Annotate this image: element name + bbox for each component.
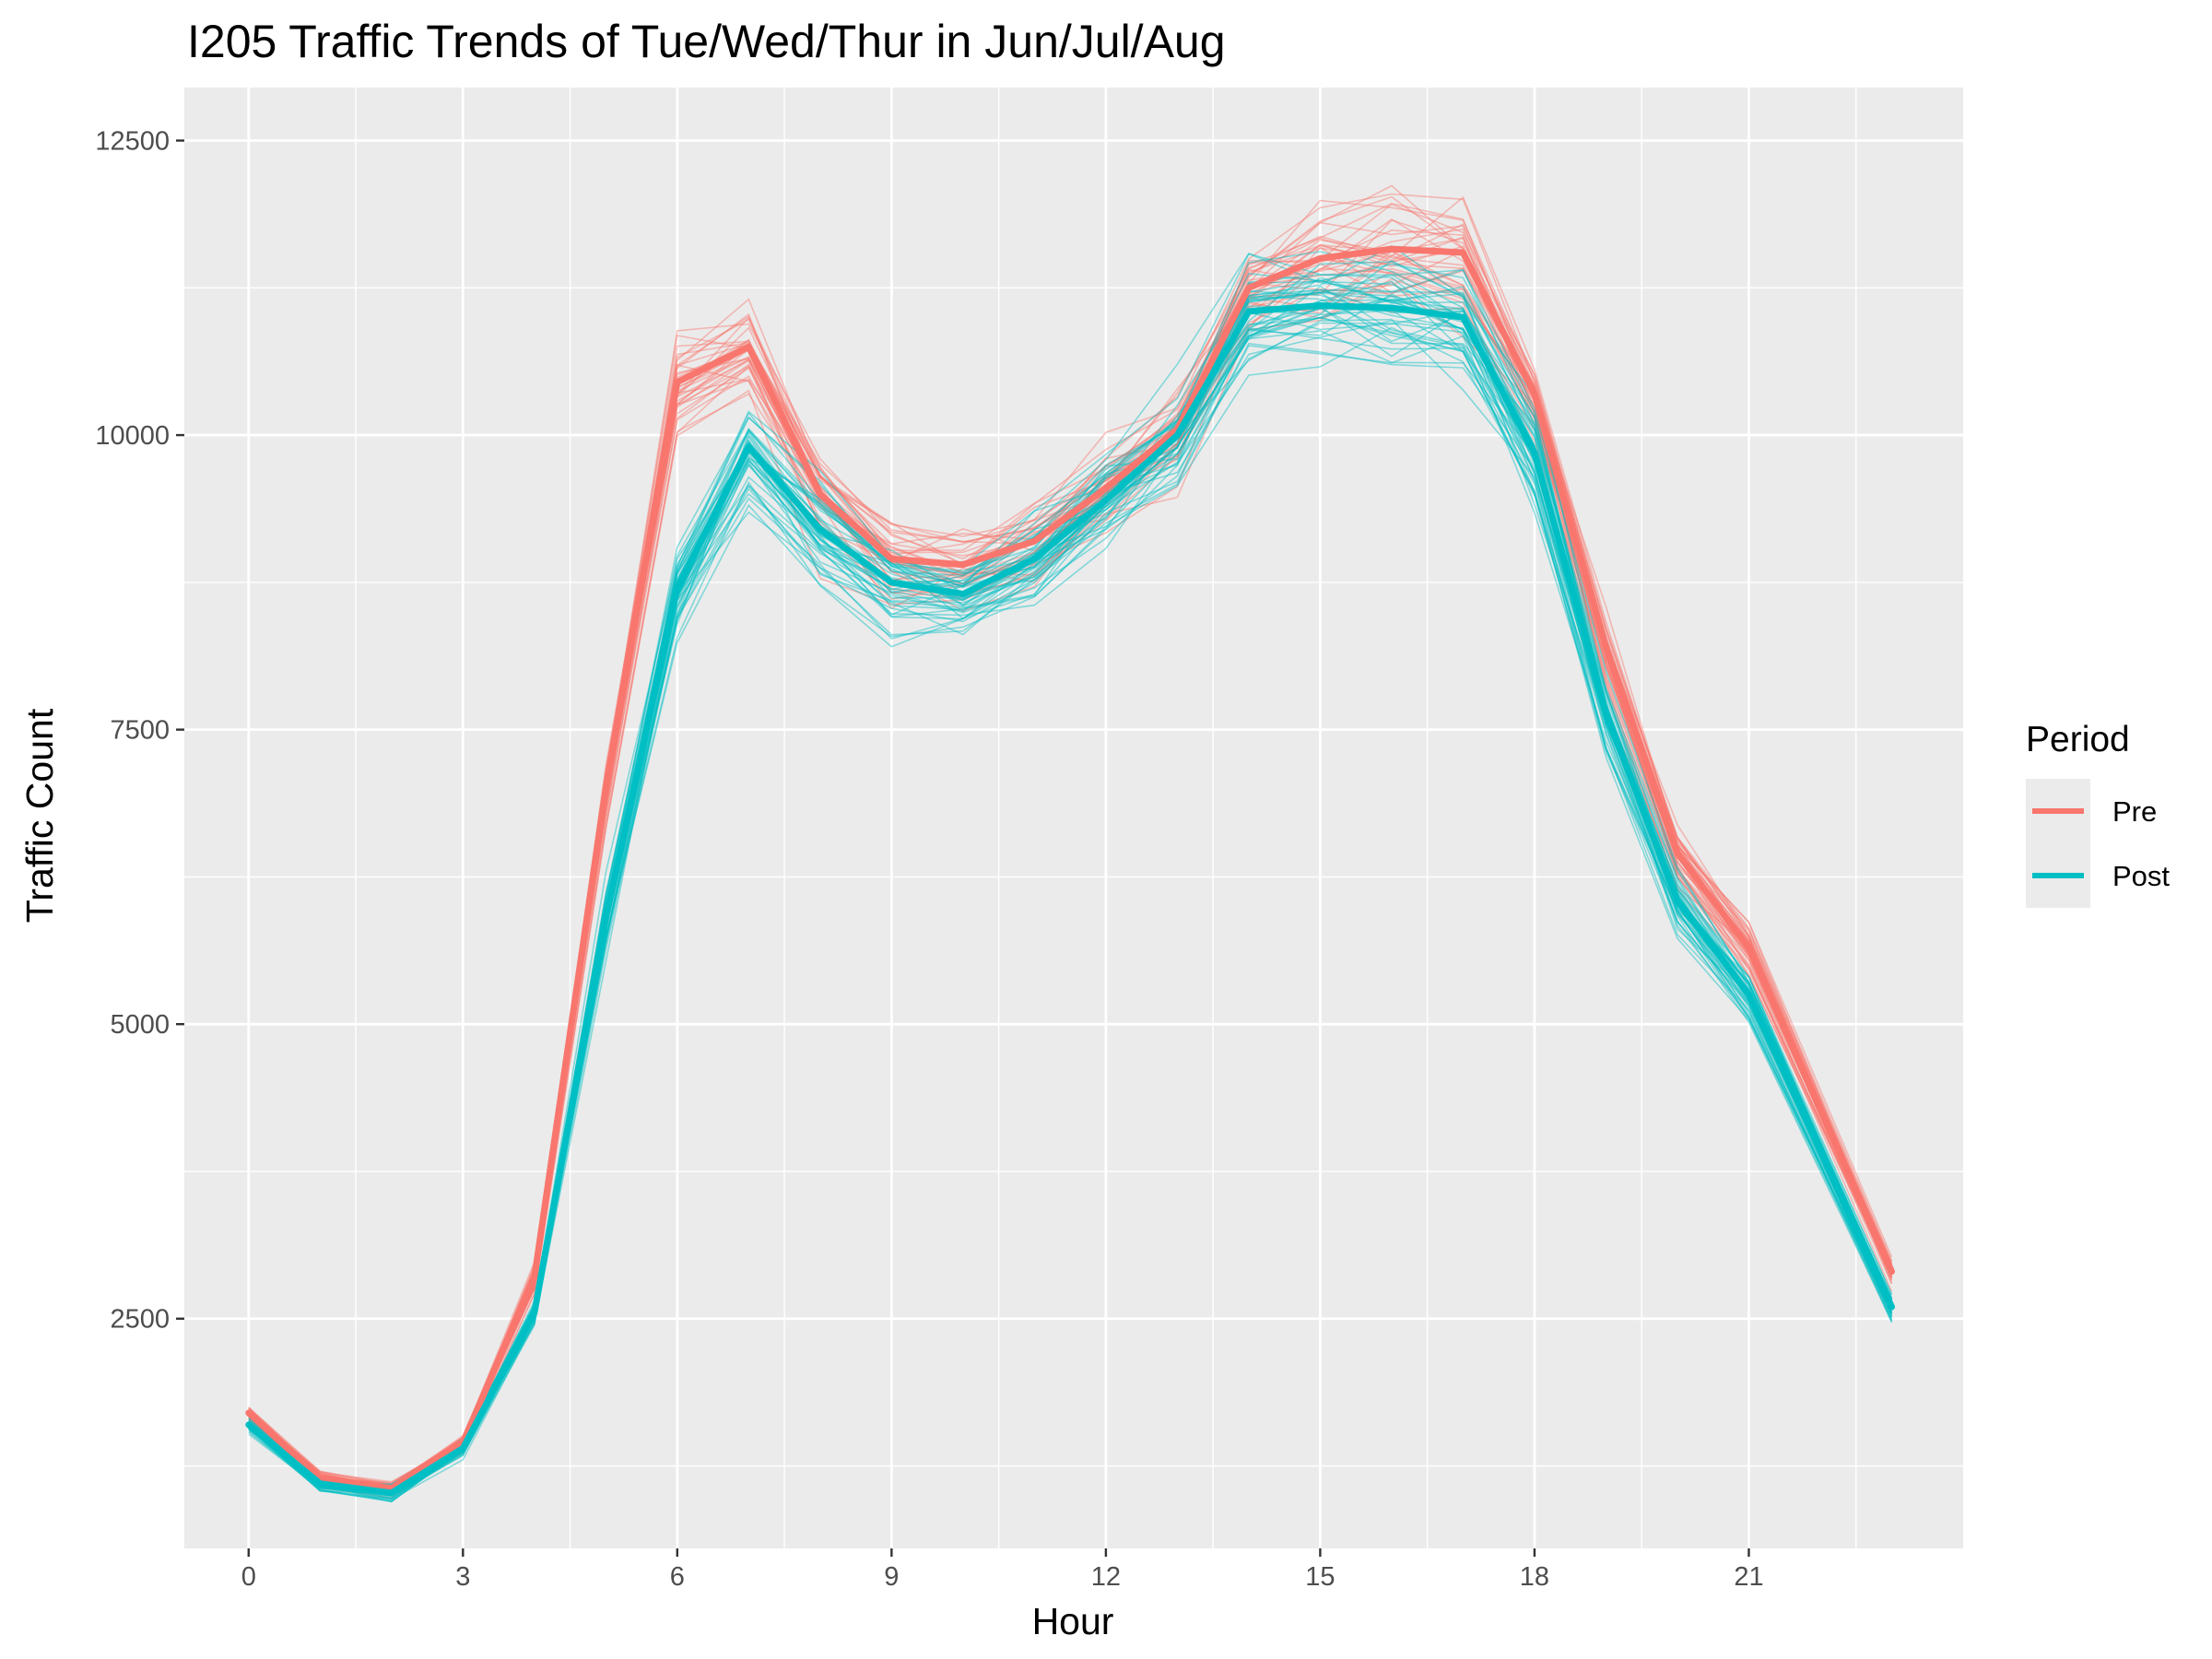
daily-trace-post <box>248 268 1893 1486</box>
daily-trace-post <box>248 253 1893 1488</box>
series-lines <box>245 245 1895 1497</box>
series-line-post <box>245 302 1895 1497</box>
daily-trace-post <box>248 322 1893 1494</box>
daily-trace-post <box>248 317 1893 1500</box>
plot-panel <box>184 88 1963 1548</box>
gridlines <box>184 88 1963 1548</box>
y-axis-title: Traffic Count <box>18 708 61 923</box>
x-tick-label: 9 <box>884 1562 899 1592</box>
axes: 0 3 6 9 12 15 18 21 2500 5000 7500 10000 12500 <box>95 127 1763 1592</box>
daily-trace-pre <box>248 282 1893 1496</box>
y-tick-label: 7500 <box>110 716 170 746</box>
legend-label-post: Post <box>2112 860 2170 892</box>
x-tick-label: 18 <box>1520 1562 1549 1592</box>
daily-trace-pre <box>248 281 1893 1500</box>
daily-trace-post <box>248 326 1893 1500</box>
y-tick-label: 10000 <box>95 421 170 451</box>
y-tick-label: 2500 <box>110 1305 170 1335</box>
x-tick-label: 3 <box>455 1562 470 1592</box>
x-tick-label: 21 <box>1734 1562 1763 1592</box>
plot-background <box>184 88 1963 1548</box>
y-tick-label: 5000 <box>110 1010 170 1040</box>
x-tick-label: 0 <box>241 1562 256 1592</box>
daily-trace-post <box>248 335 1893 1502</box>
series-line-pre <box>245 245 1895 1492</box>
y-tick-label: 12500 <box>95 127 170 157</box>
x-tick-label: 15 <box>1305 1562 1335 1592</box>
legend-title: Period <box>2026 720 2130 759</box>
legend: Period Pre Post <box>2026 720 2170 908</box>
chart-title: I205 Traffic Trends of Tue/Wed/Thur in J… <box>187 16 1226 67</box>
legend-label-pre: Pre <box>2112 795 2157 828</box>
daily-trace-pre <box>248 195 1893 1490</box>
x-tick-label: 6 <box>670 1562 685 1592</box>
x-tick-label: 12 <box>1091 1562 1121 1592</box>
daily-trace-pre <box>248 267 1893 1492</box>
daily-trace-post <box>248 253 1893 1487</box>
x-axis-title: Hour <box>1032 1600 1114 1642</box>
daily-trace-post <box>248 342 1893 1498</box>
